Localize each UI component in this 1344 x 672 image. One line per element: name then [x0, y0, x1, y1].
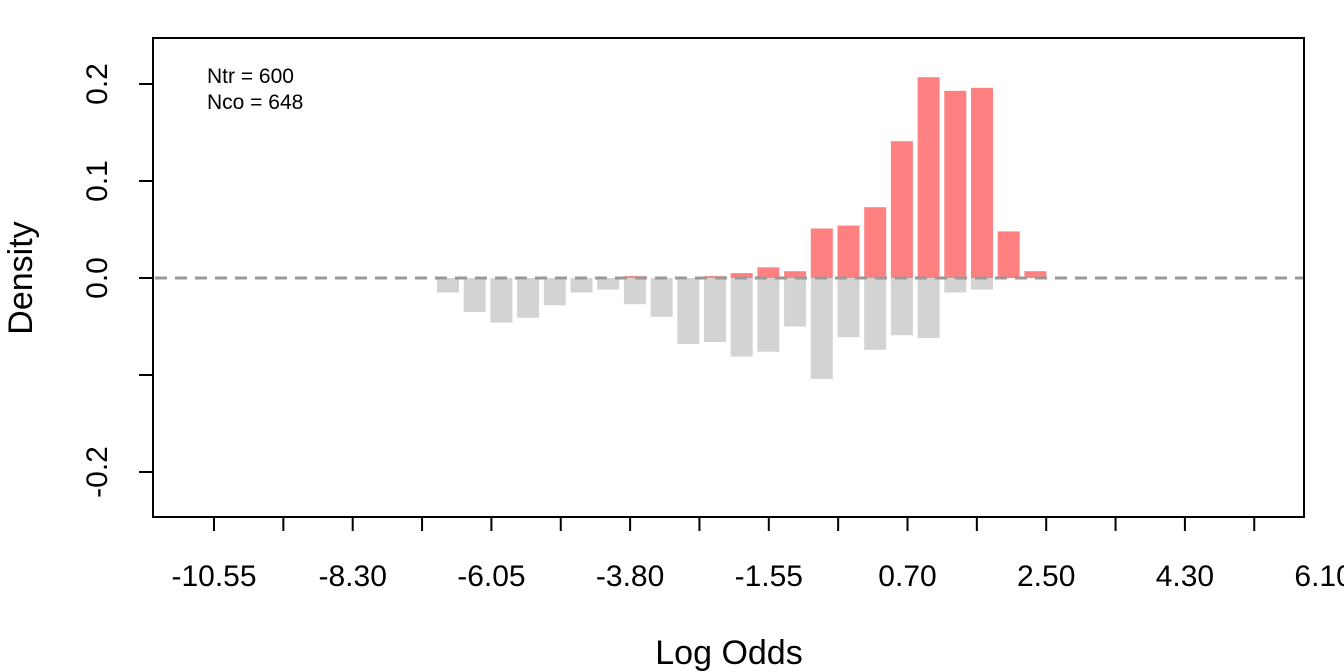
- control-bar-9: [677, 278, 700, 344]
- y-tick-label-0: 0.2: [81, 63, 114, 105]
- treated-bar-7: [623, 276, 646, 278]
- x-tick-label-6: 2.50: [1017, 560, 1075, 593]
- control-bar-12: [757, 278, 780, 352]
- treated-bar-17: [890, 141, 913, 278]
- annotation-nco: Nco = 648: [207, 91, 303, 114]
- control-bar-6: [597, 278, 620, 290]
- x-tick-label-5: 0.70: [878, 560, 936, 593]
- control-bar-16: [864, 278, 887, 350]
- control-bar-1: [463, 278, 486, 312]
- control-bar-5: [570, 278, 593, 293]
- x-tick-label-0: -10.55: [171, 560, 256, 593]
- x-tick-label-3: -3.80: [596, 560, 664, 593]
- y-tick-label-1: 0.1: [81, 160, 114, 202]
- x-axis: -10.55 -8.30 -6.05 -3.80 -1.55 0.70 2.50 4.30 6.…: [171, 517, 1344, 593]
- control-bar-15: [837, 278, 860, 338]
- treated-bar-19: [944, 90, 967, 278]
- y-axis: 0.2 0.1 0.0 -0.2: [81, 63, 154, 498]
- control-bar-14: [810, 278, 833, 379]
- control-bar-18: [917, 278, 940, 339]
- control-bar-2: [490, 278, 513, 323]
- control-bar-19: [944, 278, 967, 293]
- y-tick-label-2: 0.0: [81, 257, 114, 299]
- treated-bar-11: [730, 273, 753, 278]
- treated-bar-22: [1024, 271, 1047, 278]
- x-tick-label-7: 4.30: [1156, 560, 1214, 593]
- x-tick-label-1: -8.30: [319, 560, 387, 593]
- treated-bar-12: [757, 267, 780, 278]
- control-bar-11: [730, 278, 753, 357]
- bars-group: [437, 77, 1047, 379]
- control-bar-0: [437, 278, 459, 293]
- control-bar-10: [704, 278, 726, 342]
- x-axis-title: Log Odds: [655, 634, 802, 672]
- treated-bar-14: [810, 228, 833, 278]
- control-bar-7: [623, 278, 646, 305]
- x-tick-label-2: -6.05: [457, 560, 525, 593]
- control-bar-8: [650, 278, 673, 317]
- treated-bar-15: [837, 225, 860, 278]
- control-bar-20: [971, 278, 993, 290]
- x-tick-label-4: -1.55: [735, 560, 803, 593]
- y-axis-title: Density: [2, 221, 40, 334]
- treated-bar-21: [997, 231, 1020, 278]
- y-tick-label-4: -0.2: [81, 446, 114, 498]
- control-bar-13: [784, 278, 807, 327]
- treated-bar-20: [971, 87, 993, 279]
- control-bar-3: [517, 278, 540, 318]
- control-bar-4: [543, 278, 566, 306]
- annotation-ntr: Ntr = 600: [207, 65, 294, 88]
- x-tick-label-8: 6.10: [1294, 560, 1344, 593]
- control-bar-17: [890, 278, 913, 336]
- treated-bar-16: [864, 207, 887, 278]
- treated-bar-13: [784, 271, 807, 278]
- treated-bar-18: [917, 77, 940, 278]
